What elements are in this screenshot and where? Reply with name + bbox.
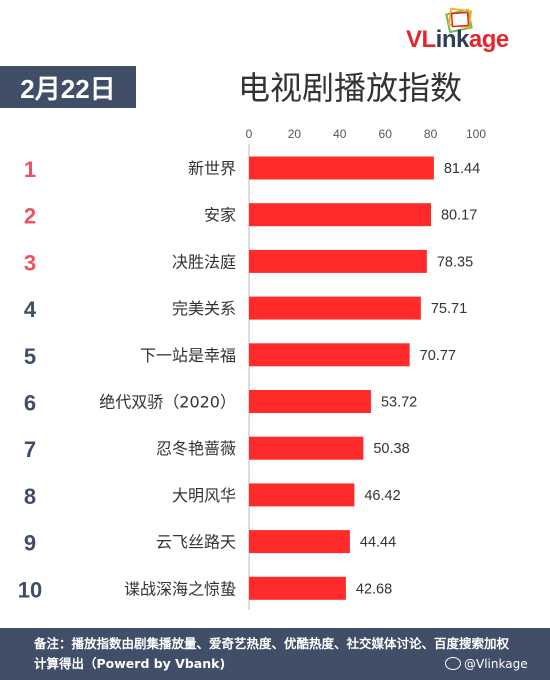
brand-logo: VLinkage [406,6,546,56]
weibo-handle: @Vlinkage [445,657,528,671]
category-label: 绝代双骄（2020） [99,393,236,412]
data-label: 80.17 [441,208,477,224]
bar [249,390,371,413]
bar [249,483,355,507]
bar [249,296,421,320]
page-title: 电视剧播放指数 [237,69,462,107]
weibo-handle-text: @Vlinkage [464,657,528,671]
x-tick-label: 0 [246,127,253,141]
logo-text-part2: ink [435,26,470,53]
category-label: 忍冬艳蔷薇 [156,439,236,458]
data-label: 81.44 [444,161,480,177]
rank-label: 2 [24,204,36,229]
data-label: 53.72 [381,395,417,411]
logo-text-part1: VL [406,26,436,53]
x-tick-label: 100 [466,127,486,141]
rank-label: 8 [24,484,36,509]
rank-label: 5 [24,344,36,369]
bar [249,436,364,460]
footer-note: 备注：播放指数由剧集播放量、爱奇艺热度、优酷热度、社交媒体讨论、百度搜索加权计算… [34,636,510,671]
date-badge: 2月22日 [0,66,136,108]
category-label: 云飞丝路天 [156,533,236,552]
x-tick-label: 80 [424,127,438,141]
data-label: 42.68 [356,581,392,597]
footer-bar: 备注：播放指数由剧集播放量、爱奇艺热度、优酷热度、社交媒体讨论、百度搜索加权计算… [0,628,550,680]
bar [249,530,350,554]
x-tick-label: 40 [333,127,347,141]
x-tick-label: 60 [379,127,393,141]
category-label: 下一站是幸福 [140,346,236,365]
logo-wordmark: VLinkage [406,26,509,54]
category-label: 完美关系 [172,299,236,318]
data-label: 44.44 [360,535,396,551]
bar-chart: 0 20 40 60 80 100 1 新世界 81.44 2 安家 80.17 3 决胜法庭 78.35 4… [18,127,486,610]
rank-label: 7 [24,437,36,462]
category-label: 决胜法庭 [172,252,236,271]
category-label: 安家 [204,206,236,225]
rank-label: 3 [24,250,36,275]
data-label: 46.42 [364,488,400,504]
rank-label: 6 [24,391,36,416]
bar [249,576,346,600]
data-label: 70.77 [420,348,456,364]
logo-text-part3: age [468,26,509,53]
weibo-icon [445,657,461,670]
category-label: 大明风华 [172,486,236,505]
data-label: 50.38 [373,441,409,457]
bar [249,156,434,180]
data-label: 75.71 [431,301,467,317]
rank-label: 10 [18,577,42,602]
rank-label: 4 [24,297,37,322]
data-label: 78.35 [437,254,473,270]
category-label: 新世界 [188,159,236,178]
bar [249,249,427,273]
x-tick-label: 20 [288,127,302,141]
rank-label: 9 [24,531,36,556]
rank-label: 1 [24,157,36,182]
bar [249,343,410,367]
bar [249,203,431,227]
logo-frames-icon [445,7,473,34]
category-label: 谍战深海之惊蛰 [124,579,236,598]
